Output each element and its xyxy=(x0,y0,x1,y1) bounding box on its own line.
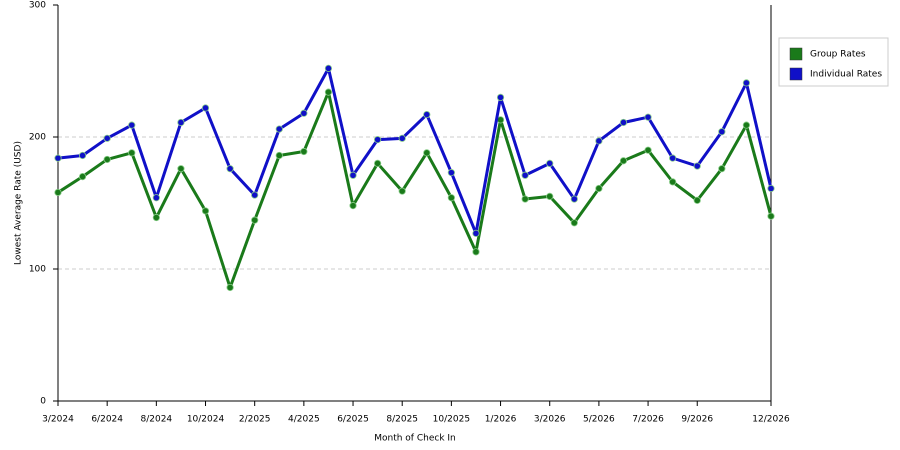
data-point xyxy=(742,79,751,87)
x-tick-label: 10/2025 xyxy=(433,415,470,425)
data-point xyxy=(349,202,357,210)
data-point xyxy=(472,229,480,237)
data-point xyxy=(374,159,382,167)
data-point xyxy=(54,188,62,197)
data-point xyxy=(718,128,726,136)
data-point xyxy=(251,191,259,199)
data-point xyxy=(300,147,308,156)
legend-swatch xyxy=(789,67,803,81)
data-point xyxy=(152,194,160,202)
x-axis-label: Month of Check In xyxy=(374,434,456,444)
data-point xyxy=(152,213,160,222)
data-point xyxy=(669,178,677,186)
x-tick-label: 8/2025 xyxy=(386,415,418,425)
data-point xyxy=(447,194,455,202)
y-tick-label: 0 xyxy=(40,397,46,407)
data-point xyxy=(300,109,308,117)
data-point xyxy=(201,207,210,215)
data-point xyxy=(619,118,628,127)
data-point xyxy=(103,134,111,142)
data-point xyxy=(226,165,234,173)
data-point xyxy=(521,195,529,203)
x-tick-label: 6/2025 xyxy=(337,415,369,425)
legend-label: Individual Rates xyxy=(810,70,882,80)
legend-label: Group Rates xyxy=(810,50,866,60)
data-point xyxy=(644,146,652,154)
data-point xyxy=(128,121,136,129)
data-point xyxy=(201,104,210,112)
x-tick-label: 8/2024 xyxy=(141,415,173,425)
data-point xyxy=(177,118,185,127)
x-tick-label: 9/2026 xyxy=(681,415,713,425)
data-point xyxy=(275,125,283,133)
y-tick-label: 100 xyxy=(29,265,46,275)
x-tick-label: 6/2024 xyxy=(91,415,123,425)
data-point xyxy=(226,283,234,292)
x-tick-label: 1/2026 xyxy=(485,415,517,425)
data-point xyxy=(103,155,111,164)
data-point xyxy=(693,162,701,170)
data-point xyxy=(496,93,505,102)
data-point xyxy=(570,195,578,203)
data-point xyxy=(324,64,333,72)
data-point xyxy=(423,110,431,119)
y-axis-label: Lowest Average Rate (USD) xyxy=(14,141,24,265)
data-point xyxy=(251,216,259,224)
data-point xyxy=(447,169,455,177)
data-point xyxy=(398,134,406,142)
data-point xyxy=(718,165,726,173)
series-line xyxy=(57,66,773,235)
data-point xyxy=(521,171,529,179)
x-tick-label: 4/2025 xyxy=(288,415,320,425)
data-point xyxy=(423,149,431,157)
x-tick-label: 7/2026 xyxy=(632,415,664,425)
x-tick-label: 10/2024 xyxy=(187,415,225,425)
data-point xyxy=(275,151,283,160)
data-point xyxy=(595,137,603,145)
data-point xyxy=(546,192,554,200)
data-point xyxy=(595,184,603,193)
data-point xyxy=(570,219,578,227)
x-tick-label: 3/2024 xyxy=(42,415,74,425)
data-point xyxy=(128,149,136,157)
legend-swatch xyxy=(789,47,803,61)
data-point xyxy=(619,157,628,165)
data-point xyxy=(767,212,775,220)
data-point xyxy=(669,154,677,162)
data-point xyxy=(349,171,357,179)
data-point xyxy=(742,121,751,129)
x-tick-label: 12/2026 xyxy=(752,415,790,425)
y-tick-label: 200 xyxy=(29,133,46,143)
data-point xyxy=(374,136,382,144)
data-point xyxy=(472,248,480,256)
data-point xyxy=(398,187,406,195)
data-point xyxy=(78,151,87,160)
data-point xyxy=(324,88,333,96)
data-point xyxy=(693,196,701,204)
x-tick-label: 3/2026 xyxy=(534,415,566,425)
data-point xyxy=(546,159,554,167)
x-tick-label: 2/2025 xyxy=(239,415,271,425)
data-point xyxy=(78,173,87,181)
data-point xyxy=(177,165,185,173)
y-tick-label: 300 xyxy=(29,1,46,11)
series-line xyxy=(57,90,773,289)
data-point xyxy=(644,113,652,121)
data-point xyxy=(54,154,62,162)
data-point xyxy=(767,184,775,193)
x-tick-label: 5/2026 xyxy=(583,415,615,425)
